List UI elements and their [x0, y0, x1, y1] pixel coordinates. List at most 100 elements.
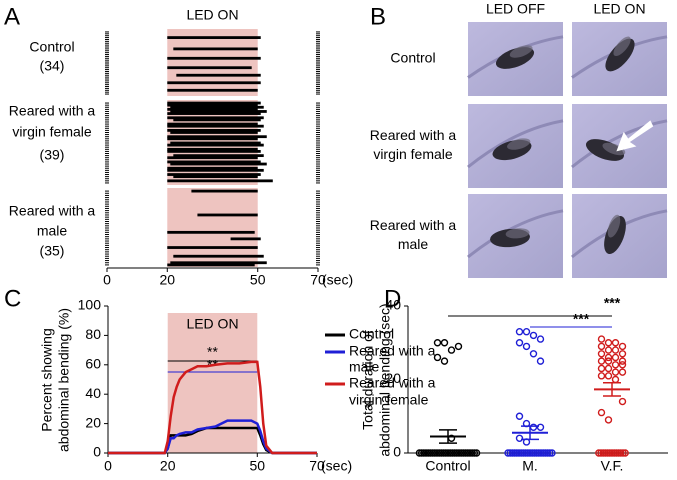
bout [167, 116, 264, 120]
data-point [618, 361, 627, 369]
data-point [433, 353, 442, 362]
panel-letter: B [370, 3, 386, 30]
bout [230, 237, 261, 241]
data-point [536, 423, 545, 431]
data-point [619, 449, 627, 457]
data-point [546, 449, 554, 457]
fly-wing [509, 45, 533, 58]
data-point [611, 361, 620, 369]
data-point [604, 372, 613, 380]
bout [167, 56, 261, 60]
x-tick-label: 0 [104, 458, 112, 474]
group-n: (35) [40, 243, 65, 259]
x-tick-label: 50 [249, 458, 265, 474]
x-tick-label: 20 [160, 458, 176, 474]
data-point [515, 412, 524, 420]
data-point [604, 346, 613, 354]
data-point [529, 423, 538, 431]
series-line [108, 419, 317, 455]
legend-label: virgin female [349, 392, 429, 408]
data-point [604, 353, 613, 362]
bout [173, 175, 258, 179]
bout [167, 128, 261, 132]
bout [167, 179, 273, 183]
x-unit: (sec) [321, 458, 352, 474]
group-label: Reared with a [9, 203, 96, 219]
bout [170, 162, 267, 166]
y-tick-label: 60 [85, 356, 101, 372]
significance-label: ** [207, 344, 218, 360]
x-unit: (sec) [322, 272, 353, 288]
data-point [468, 449, 476, 457]
y-tick-label: 80 [85, 326, 101, 342]
bout [167, 173, 261, 176]
data-point [440, 339, 449, 347]
y-tick-label: 40 [385, 297, 401, 313]
data-point [618, 357, 627, 365]
bout [170, 110, 267, 113]
data-point [611, 375, 620, 384]
bout [170, 261, 267, 265]
data-point [597, 342, 606, 351]
data-point [604, 339, 613, 347]
bout [167, 263, 255, 267]
bout [173, 47, 258, 51]
data-point [597, 364, 606, 373]
bout [167, 168, 264, 172]
x-tick-label: 50 [250, 272, 266, 288]
bout [167, 81, 261, 85]
data-point [536, 357, 545, 365]
x-tick-label: 0 [103, 272, 111, 288]
bout [197, 213, 258, 217]
x-tick-label: M. [522, 458, 538, 474]
data-point [618, 368, 627, 376]
photo-arena-edge [467, 119, 564, 169]
column-header: LED OFF [486, 1, 545, 17]
bout [173, 154, 264, 158]
fly-wing [602, 142, 626, 156]
bout [167, 122, 258, 126]
led-label: LED ON [186, 7, 238, 23]
legend-label: Control [349, 326, 394, 342]
bout [167, 137, 258, 141]
row-label: Reared with a [370, 127, 457, 143]
bout [167, 124, 264, 128]
group-n: (39) [40, 147, 65, 163]
bout [173, 118, 261, 122]
data-point [597, 408, 606, 417]
y-axis-label: Percent showing [39, 328, 55, 432]
fly-wing [613, 36, 631, 57]
row-label: Control [390, 50, 435, 66]
bout [167, 88, 258, 92]
data-point [548, 449, 556, 457]
data-point [597, 357, 606, 365]
bout [167, 147, 258, 151]
panel-letter: A [4, 3, 20, 30]
bout [167, 103, 258, 107]
y-tick-label: 100 [78, 297, 102, 313]
photo-arena-edge [467, 209, 564, 259]
data-point [611, 353, 620, 362]
y-tick-label: 0 [93, 444, 101, 460]
y-tick-label: 20 [385, 370, 401, 386]
bout [167, 166, 258, 170]
bout [167, 112, 261, 115]
group-label: Reared with a [9, 103, 96, 119]
data-point [617, 449, 625, 457]
bout [167, 101, 261, 105]
photo-arena-edge [571, 119, 668, 169]
data-point [618, 350, 627, 358]
data-point [454, 342, 463, 351]
bout [176, 73, 261, 77]
led-window [167, 29, 258, 96]
data-point [515, 339, 524, 347]
data-point [515, 434, 524, 442]
data-point [611, 368, 620, 376]
bout [167, 160, 261, 164]
x-tick-label: V.F. [601, 458, 624, 474]
data-point [597, 350, 606, 358]
x-tick-label: 20 [159, 272, 175, 288]
data-point [536, 335, 545, 343]
bout [167, 150, 261, 153]
fly-wing [607, 214, 621, 238]
